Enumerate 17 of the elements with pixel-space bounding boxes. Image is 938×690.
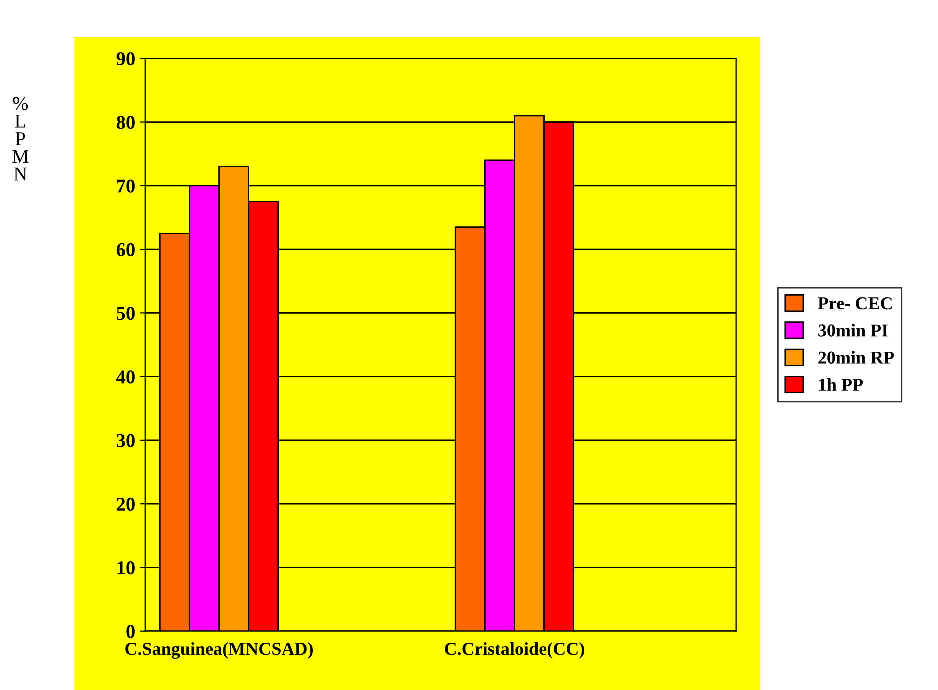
y-tick-label: 60 — [116, 243, 135, 256]
y-tick-label: 90 — [116, 52, 135, 66]
y-tick-label: 0 — [126, 625, 135, 638]
legend-label: 1h PP — [819, 378, 864, 391]
y-tick-label: 10 — [118, 562, 135, 575]
legend-label: Pre- CEC — [818, 298, 892, 310]
y-axis-title: % L P M N — [12, 97, 29, 181]
x-tick-label: C.Sanguinea(MNCSAD) — [126, 642, 314, 659]
y-tick-label: 30 — [116, 434, 135, 448]
y-tick-label: 70 — [117, 180, 135, 193]
legend-label: 30min PI — [818, 324, 888, 337]
x-tick-label: C.Cristaloide(CC) — [445, 642, 584, 659]
legend-label: 20min RP — [818, 351, 894, 364]
y-tick-label: 40 — [116, 370, 135, 384]
y-tick-label: 20 — [117, 498, 135, 512]
y-tick-label: 80 — [116, 116, 135, 130]
y-tick-label: 50 — [117, 307, 135, 320]
